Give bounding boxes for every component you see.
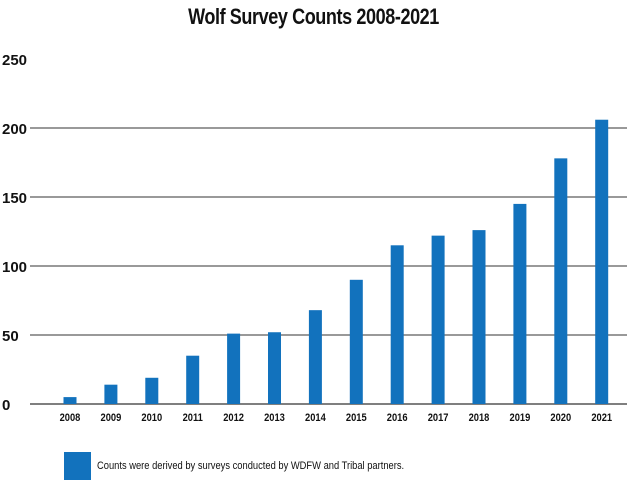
x-tick-label: 2020 xyxy=(550,412,571,424)
x-tick-label: 2014 xyxy=(305,412,326,424)
bar-2010 xyxy=(145,377,159,404)
bar-2021 xyxy=(595,119,609,404)
y-tick-label: 200 xyxy=(2,121,27,138)
bar-2015 xyxy=(349,279,363,404)
x-tick-label: 2016 xyxy=(387,412,408,424)
bar-chart: 0 50 100 150 200 250 2008 2009 2010 2011 2012 2013 2… xyxy=(2,52,627,424)
x-tick-label: 2010 xyxy=(141,412,162,424)
legend-swatch xyxy=(64,452,91,480)
x-tick-label: 2008 xyxy=(60,412,81,424)
x-tick-label: 2015 xyxy=(346,412,367,424)
x-tick-label: 2011 xyxy=(183,412,204,424)
bar-2009 xyxy=(104,384,118,404)
x-tick-label: 2018 xyxy=(469,412,490,424)
bar-2012 xyxy=(227,333,241,404)
y-tick-label: 50 xyxy=(2,328,19,345)
bar-2014 xyxy=(308,310,322,404)
chart-title: Wolf Survey Counts 2008-2021 xyxy=(188,4,439,29)
x-tick-label: 2019 xyxy=(510,412,531,424)
x-tick-label: 2013 xyxy=(264,412,285,424)
bar-2020 xyxy=(554,158,568,404)
bar-2017 xyxy=(431,235,445,404)
y-tick-label: 250 xyxy=(2,52,27,69)
bar-2016 xyxy=(390,245,404,404)
bar-2011 xyxy=(186,355,200,404)
legend: Counts were derived by surveys conducted… xyxy=(64,452,458,480)
x-tick-label: 2021 xyxy=(591,412,612,424)
x-tick-label: 2009 xyxy=(101,412,122,424)
y-tick-label: 100 xyxy=(2,259,27,276)
y-tick-label: 0 xyxy=(2,397,10,414)
y-tick-label: 150 xyxy=(2,190,27,207)
bar-2013 xyxy=(268,332,281,404)
bar-2008 xyxy=(63,397,77,404)
bar-2018 xyxy=(472,230,486,404)
x-tick-label: 2017 xyxy=(428,412,449,424)
x-tick-label: 2012 xyxy=(223,412,244,424)
legend-text: Counts were derived by surveys conducted… xyxy=(97,460,405,472)
bar-2019 xyxy=(513,203,527,404)
